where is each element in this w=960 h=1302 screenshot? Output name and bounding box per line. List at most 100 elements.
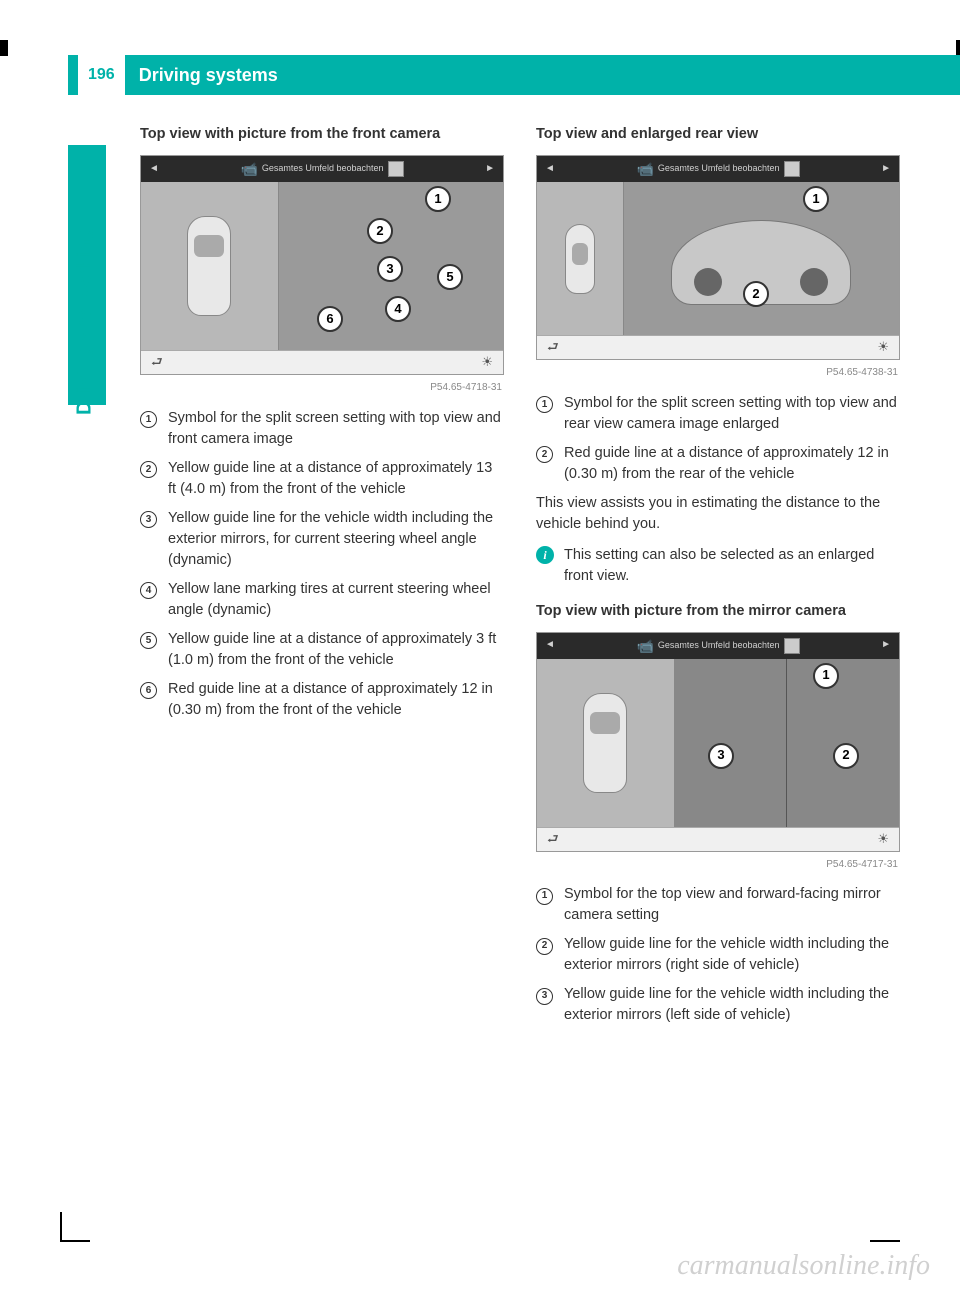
callout-3: 3 [377,256,403,282]
figure-mirror-camera: ◄ 📹 Gesamtes Umfeld beobachten ► 1 2 3 ⮐… [536,632,900,852]
marker-1: 1 [536,396,553,413]
next-icon: ► [485,162,495,177]
back-icon: ⮐ [151,353,163,372]
topview-pane [537,182,624,335]
list-item: 1 Symbol for the split screen setting wi… [140,408,504,450]
item-text: Yellow lane marking tires at current ste… [168,579,504,621]
topbar-text: Gesamtes Umfeld beobachten [658,639,780,652]
marker-3: 3 [536,988,553,1005]
item-text: Yellow guide line for the vehicle width … [168,508,504,571]
callout-6: 6 [317,306,343,332]
brightness-icon: ☀ [481,353,493,372]
list-item: 4 Yellow lane marking tires at current s… [140,579,504,621]
back-icon: ⮐ [547,830,559,849]
figure-rear-view: ◄ 📹 Gesamtes Umfeld beobachten ► 1 2 ⮐ ☀ [536,155,900,360]
list-item: 1 Symbol for the top view and forward-fa… [536,884,900,926]
car-top-icon [583,693,627,793]
fig-topbar: ◄ 📹 Gesamtes Umfeld beobachten ► [141,156,503,182]
topview-pane [141,182,279,350]
fig-botbar: ⮐ ☀ [141,350,503,374]
marker-5: 5 [140,632,157,649]
list-item: 1 Symbol for the split screen setting wi… [536,393,900,435]
list-item: 3 Yellow guide line for the vehicle widt… [536,984,900,1026]
rear-pane [624,182,899,335]
list-item: 2 Red guide line at a distance of approx… [536,443,900,485]
crop-mark [956,40,960,56]
mirror-left-pane [675,659,787,827]
callout-2: 2 [367,218,393,244]
topbar-text: Gesamtes Umfeld beobachten [658,162,780,175]
figure-front-camera: ◄ 📹 Gesamtes Umfeld beobachten ► 1 2 3 5… [140,155,504,375]
list-item: 5 Yellow guide line at a distance of app… [140,629,504,671]
crop-mark [870,1240,900,1242]
marker-2: 2 [536,446,553,463]
info-text: This setting can also be selected as an … [564,545,900,587]
callout-2: 2 [833,743,859,769]
subheading: Top view and enlarged rear view [536,124,900,145]
prev-icon: ◄ [545,162,555,177]
car-top-icon [565,224,595,294]
split-icon [784,638,800,654]
fig-topbar: ◄ 📹 Gesamtes Umfeld beobachten ► [537,633,899,659]
list-item: 3 Yellow guide line for the vehicle widt… [140,508,504,571]
topbar-text: Gesamtes Umfeld beobachten [262,162,384,175]
body-paragraph: This view assists you in estimating the … [536,493,900,535]
crop-mark [60,1240,90,1242]
subheading: Top view with picture from the mirror ca… [536,601,900,622]
marker-1: 1 [536,888,553,905]
item-text: Yellow guide line for the vehicle width … [564,984,900,1026]
next-icon: ► [881,162,891,177]
fig-caption: P54.65-4718-31 [140,381,504,396]
item-text: Symbol for the split screen setting with… [564,393,900,435]
item-text: Symbol for the split screen setting with… [168,408,504,450]
marker-4: 4 [140,582,157,599]
fig-caption: P54.65-4717-31 [536,858,900,873]
callout-4: 4 [385,296,411,322]
page-number: 196 [78,55,125,95]
item-text: Yellow guide line at a distance of appro… [168,629,504,671]
watermark: carmanualsonline.info [677,1250,930,1282]
callout-2: 2 [743,281,769,307]
list-item: 6 Red guide line at a distance of approx… [140,679,504,721]
page-header: 196 Driving systems [68,55,960,95]
marker-2: 2 [140,461,157,478]
callout-1: 1 [425,186,451,212]
subheading: Top view with picture from the front cam… [140,124,504,145]
marker-1: 1 [140,411,157,428]
topview-pane [537,659,675,827]
item-text: Red guide line at a distance of approxim… [564,443,900,485]
marker-2: 2 [536,938,553,955]
callout-1: 1 [803,186,829,212]
item-text: Yellow guide line at a distance of appro… [168,458,504,500]
callout-3: 3 [708,743,734,769]
item-text: Yellow guide line for the vehicle width … [564,934,900,976]
split-icon [388,161,404,177]
split-icon [784,161,800,177]
back-icon: ⮐ [547,338,559,357]
brightness-icon: ☀ [877,830,889,849]
prev-icon: ◄ [545,638,555,653]
callout-5: 5 [437,264,463,290]
crop-mark [0,40,8,56]
header-title: Driving systems [139,65,278,86]
fig-botbar: ⮐ ☀ [537,335,899,359]
item-text: Red guide line at a distance of approxim… [168,679,504,721]
cam-icon: 📹 [240,159,257,179]
prev-icon: ◄ [149,162,159,177]
fig-caption: P54.65-4738-31 [536,366,900,381]
left-column: Top view with picture from the front cam… [140,120,504,1034]
brightness-icon: ☀ [877,338,889,357]
car-top-icon [187,216,231,316]
info-note: i This setting can also be selected as a… [536,545,900,587]
fig-botbar: ⮐ ☀ [537,827,899,851]
fig-topbar: ◄ 📹 Gesamtes Umfeld beobachten ► [537,156,899,182]
item-text: Symbol for the top view and forward-faci… [564,884,900,926]
info-icon: i [536,546,554,564]
marker-3: 3 [140,511,157,528]
list-item: 2 Yellow guide line for the vehicle widt… [536,934,900,976]
next-icon: ► [881,638,891,653]
callout-1: 1 [813,663,839,689]
crop-mark [60,1212,62,1242]
list-item: 2 Yellow guide line at a distance of app… [140,458,504,500]
cam-icon: 📹 [636,636,653,656]
